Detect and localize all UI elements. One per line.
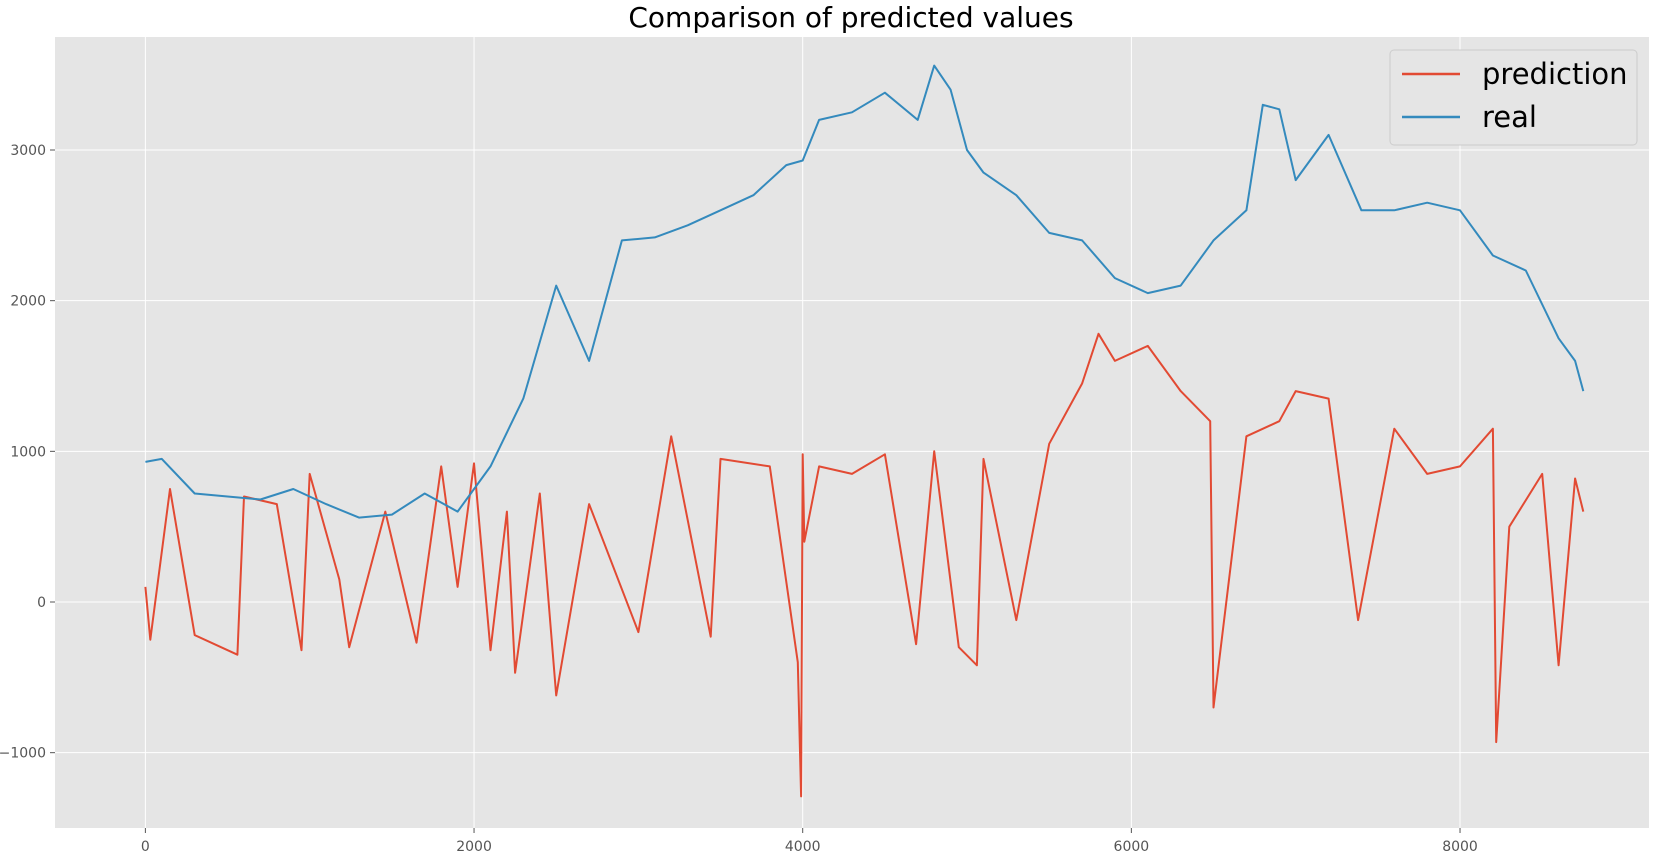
x-tick-label: 4000 bbox=[785, 839, 821, 855]
y-tick-label: 2000 bbox=[10, 294, 46, 310]
y-tick-label: 1000 bbox=[10, 444, 46, 460]
grid bbox=[55, 37, 1649, 828]
series-line-real bbox=[145, 64, 1585, 519]
legend: prediction real bbox=[1389, 49, 1638, 146]
plot-background bbox=[55, 37, 1649, 828]
legend-label-prediction: prediction bbox=[1482, 57, 1628, 91]
legend-label-real: real bbox=[1482, 100, 1537, 134]
chart-title: Comparison of predicted values bbox=[628, 1, 1073, 34]
x-tick-label: 2000 bbox=[456, 839, 492, 855]
y-tick-label: 0 bbox=[37, 595, 46, 611]
y-tick-label: −1000 bbox=[0, 746, 46, 762]
series-line-prediction bbox=[144, 332, 1585, 798]
y-axis-ticks: −1000 0 1000 2000 3000 bbox=[0, 143, 55, 762]
y-tick-label: 3000 bbox=[10, 143, 46, 159]
x-tick-label: 8000 bbox=[1442, 839, 1478, 855]
x-axis-ticks: 0 2000 4000 6000 8000 bbox=[141, 828, 1478, 855]
x-tick-label: 6000 bbox=[1114, 839, 1150, 855]
x-tick-label: 0 bbox=[141, 839, 150, 855]
series-layer bbox=[144, 64, 1585, 798]
